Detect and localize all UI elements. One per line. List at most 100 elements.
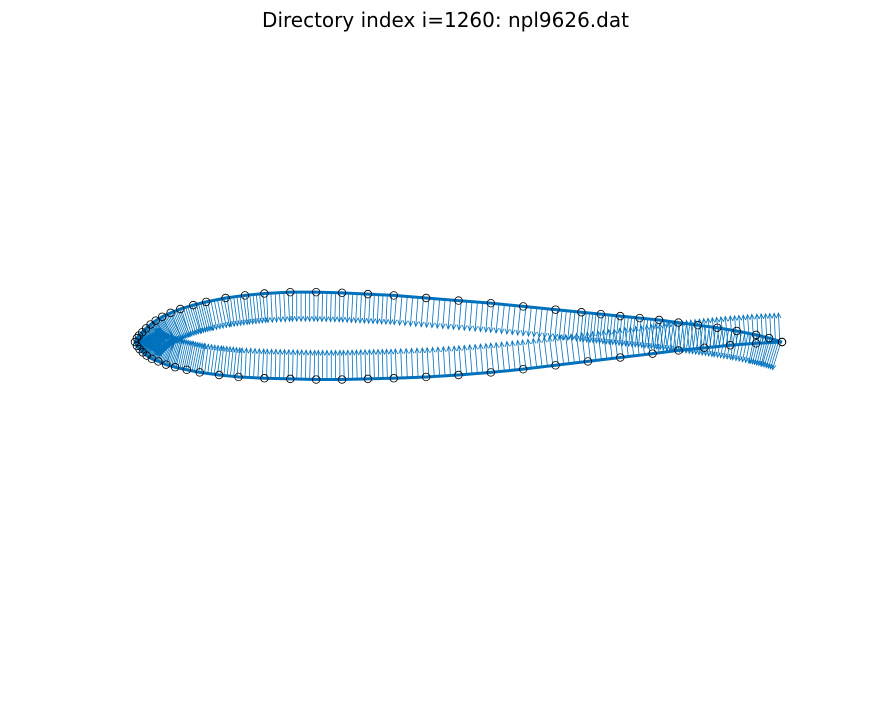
normal-arrowhead [192,329,198,336]
normal-arrowhead [705,317,711,324]
normal-vector [334,292,336,322]
normal-arrowhead [510,340,516,347]
normal-vector [236,296,242,326]
normal-arrowhead [753,359,759,366]
normal-vector [517,306,521,336]
normal-vector [469,344,473,374]
normal-arrowhead [771,364,777,371]
normal-vector [253,348,256,378]
normal-vector [421,347,424,378]
normal-arrowhead [194,328,200,335]
normal-vector [701,326,707,356]
airfoil-point [132,341,142,351]
normal-arrowhead [414,347,420,354]
normal-vector [166,314,180,342]
normal-vector [213,345,219,375]
normal-vector [655,323,660,353]
normal-vector [347,350,349,380]
normal-arrowhead [488,327,494,334]
normal-arrowhead [387,319,393,326]
normal-arrowhead [563,333,569,341]
normal-vector [385,295,388,325]
airfoil-point [286,374,295,384]
normal-vector [527,307,532,337]
normal-vector [223,298,231,327]
normal-arrowhead [493,341,500,348]
normal-vector [711,327,717,357]
airfoil-point [551,305,560,314]
normal-vector [595,313,600,344]
normal-vector [390,349,393,379]
normal-arrowhead [662,321,668,329]
normal-vector [760,313,763,343]
normal-vector [608,329,613,359]
normal-vector [373,349,375,379]
normal-vector [738,315,742,345]
normal-arrowhead [202,326,207,333]
normal-vector [668,322,673,352]
airfoil-point [732,326,741,336]
normal-arrowhead [218,344,224,352]
normal-vector [368,349,371,379]
normal-arrowhead [446,345,452,352]
normal-arrowhead [388,348,394,355]
normal-arrowhead [366,348,373,355]
normal-arrowhead [622,326,628,333]
airfoil-point [337,288,347,298]
normal-arrowhead [488,342,494,349]
airfoil-point [454,296,463,305]
normal-arrowhead [515,339,521,346]
normal-vector [490,303,494,333]
normal-arrowhead [180,338,186,345]
normal-arrowhead [440,323,446,330]
normal-vector [292,349,294,379]
normal-vector [262,293,267,323]
normal-vector [698,325,704,355]
normal-arrowhead [312,349,318,356]
normal-vector [698,319,703,349]
normal-vector [377,349,380,379]
normal-vector [364,349,367,379]
normal-arrowhead [419,346,426,354]
normal-arrowhead [196,327,202,335]
normal-vector [325,292,328,322]
normal-vector [244,348,247,378]
normal-arrowhead [579,331,585,339]
normal-vector [350,293,354,323]
normal-arrowhead [467,325,473,332]
normal-arrowhead [653,322,659,330]
normal-vector [207,344,213,374]
normal-vector [156,333,168,361]
normal-vector [747,314,751,344]
normal-vector [220,298,227,328]
normal-vector [359,293,362,323]
normal-vector [279,292,282,322]
normal-arrowhead [483,342,489,349]
normal-arrowhead [264,348,270,355]
normal-vector [257,348,260,378]
normal-arrowhead [750,358,756,365]
normal-arrowhead [281,348,287,355]
normal-arrowhead [595,329,602,337]
normal-vector [389,295,393,325]
airfoil-point [363,289,373,299]
normal-vector [217,299,224,329]
normal-vector [558,310,563,340]
airfoil-point [201,297,211,307]
airfoil-point [260,289,269,298]
normal-vector [426,298,430,328]
normal-vector [270,349,272,379]
normal-arrowhead [552,335,558,342]
airfoil-point [189,300,198,310]
normal-vector [707,318,712,348]
normal-arrowhead [520,330,527,337]
normal-vector [453,300,457,330]
normal-arrowhead [612,327,618,335]
normal-vector [411,348,414,378]
normal-vector [650,319,655,349]
normal-vector [283,349,285,379]
normal-arrowhead [628,326,634,333]
normal-arrowhead [712,351,718,358]
normal-vector [220,346,225,376]
normal-vector [458,300,462,330]
